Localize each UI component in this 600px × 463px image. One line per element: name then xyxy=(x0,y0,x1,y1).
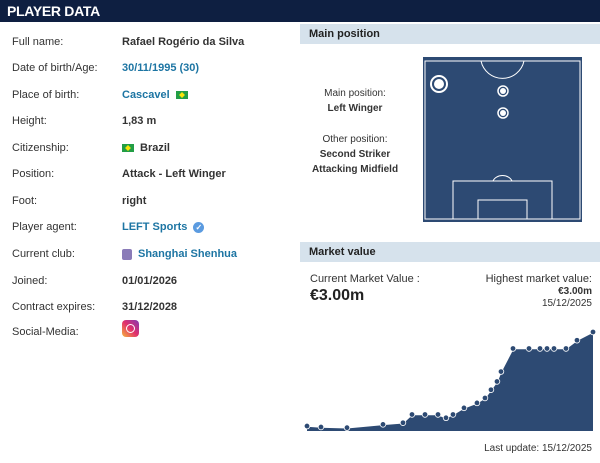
club-link[interactable]: Shanghai Shenhua xyxy=(138,248,238,260)
market-value-point xyxy=(442,414,450,421)
market-value-point xyxy=(550,345,558,352)
market-value-chart[interactable] xyxy=(300,262,600,442)
row-foot: Foot: right xyxy=(12,191,146,211)
row-contract: Contract expires: 31/12/2028 xyxy=(12,297,177,317)
label: Player agent: xyxy=(12,221,77,233)
market-value-point xyxy=(343,424,351,431)
main-position: Main position: Left Winger xyxy=(300,88,410,114)
market-value-point xyxy=(434,411,442,418)
other-position-value: Second Striker xyxy=(319,149,391,160)
main-position-value: Left Winger xyxy=(327,103,383,114)
market-value-point xyxy=(497,368,505,375)
market-value-point xyxy=(525,345,533,352)
brazil-flag-icon xyxy=(175,91,188,99)
market-value-point xyxy=(399,419,407,426)
market-value-point xyxy=(473,399,481,407)
market-value-point xyxy=(449,411,457,418)
birthplace-link[interactable]: Cascavel xyxy=(122,89,170,101)
club-crest-icon xyxy=(122,248,132,260)
value: 1,83 m xyxy=(122,115,157,127)
other-positions: Other position: Second Striker Attacking M… xyxy=(300,134,410,175)
instagram-icon[interactable] xyxy=(122,319,139,337)
last-update: Last update: 15/12/2025 xyxy=(484,443,592,454)
row-dob: Date of birth/Age: 30/11/1995 (30) xyxy=(12,58,199,78)
market-value-point xyxy=(487,386,495,393)
value: Rafael Rogério da Silva xyxy=(122,36,245,48)
label: Date of birth/Age: xyxy=(12,62,98,74)
pitch-diagram xyxy=(423,57,582,222)
label: Contract expires: xyxy=(12,301,96,313)
label: Citizenship: xyxy=(12,142,69,154)
other-position-label: Other position: xyxy=(322,134,388,145)
market-value-point xyxy=(536,345,544,352)
row-birthplace: Place of birth: Cascavel xyxy=(12,85,188,105)
label: Place of birth: xyxy=(12,89,80,101)
main-position-marker xyxy=(430,75,448,93)
row-height: Height: 1,83 m xyxy=(12,111,156,131)
market-value-point xyxy=(493,378,501,385)
market-value-point xyxy=(509,345,517,352)
row-social: Social-Media: xyxy=(12,319,139,342)
row-citizenship: Citizenship: Brazil xyxy=(12,138,170,158)
row-club: Current club: Shanghai Shenhua xyxy=(12,244,237,264)
highest-value: €3.00m xyxy=(558,286,592,297)
highest-value-date: 15/12/2025 xyxy=(541,298,592,309)
market-value-point xyxy=(589,328,597,336)
other-position-value: Attacking Midfield xyxy=(311,164,399,175)
label: Joined: xyxy=(12,275,48,287)
value: right xyxy=(122,195,147,207)
market-value-point xyxy=(460,404,468,412)
label: Height: xyxy=(12,115,47,127)
label: Current club: xyxy=(12,248,75,260)
row-full-name: Full name: Rafael Rogério da Silva xyxy=(12,32,244,52)
market-value-point xyxy=(421,411,429,418)
label: Social-Media: xyxy=(12,326,79,338)
market-value-point xyxy=(317,423,325,431)
current-value: €3.00m xyxy=(310,287,365,304)
value: Brazil xyxy=(140,142,170,154)
other-position-marker xyxy=(497,85,509,97)
value: Attack - Left Winger xyxy=(122,168,226,180)
market-value-point xyxy=(303,422,311,430)
verified-icon: ✓ xyxy=(193,221,205,233)
market-value-point xyxy=(408,411,416,418)
market-value-point xyxy=(543,345,551,352)
market-value-point xyxy=(481,394,489,402)
agent-link[interactable]: LEFT Sports xyxy=(122,221,188,233)
row-joined: Joined: 01/01/2026 xyxy=(12,271,177,291)
player-data-header: PLAYER DATA xyxy=(0,0,600,22)
market-value-point xyxy=(573,337,581,344)
market-value-point xyxy=(562,345,570,352)
market-value-area xyxy=(307,332,593,431)
market-value-point xyxy=(379,421,387,428)
brazil-flag-icon xyxy=(122,144,134,152)
label: Full name: xyxy=(12,36,64,48)
row-agent: Player agent: LEFT Sports ✓ xyxy=(12,217,205,237)
main-position-header: Main position xyxy=(300,24,600,44)
other-position-marker xyxy=(497,107,509,119)
value: 31/12/2028 xyxy=(122,301,178,313)
dob-link[interactable]: 30/11/1995 (30) xyxy=(122,62,200,74)
market-value-header: Market value xyxy=(300,242,600,262)
value: 01/01/2026 xyxy=(122,275,178,287)
label: Foot: xyxy=(12,195,38,207)
current-value-label: Current Market Value : xyxy=(310,273,420,285)
label: Position: xyxy=(12,168,55,180)
highest-value-label: Highest market value: xyxy=(485,273,592,285)
main-position-label: Main position: xyxy=(324,88,386,99)
row-position: Position: Attack - Left Winger xyxy=(12,164,226,184)
